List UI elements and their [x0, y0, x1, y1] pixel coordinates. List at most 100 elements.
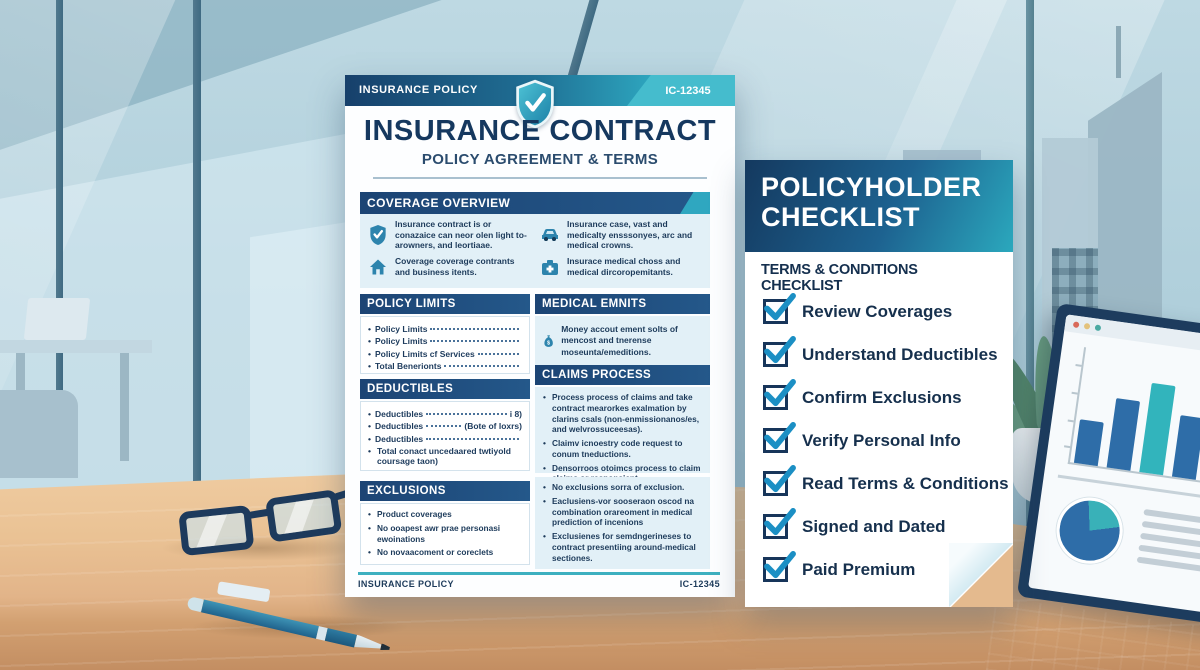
coverage-item: Insurance contract is or conazaice can n…: [368, 219, 530, 251]
reading-glasses: [174, 475, 396, 560]
document-title: INSURANCE CONTRACT: [363, 115, 717, 147]
money-bag-icon: $: [544, 335, 553, 347]
background-laptop: [23, 298, 91, 340]
checkbox[interactable]: [763, 551, 796, 582]
medical-emnits-body: $ Money accout ement solts of mencost an…: [535, 316, 710, 366]
axis-tick: [1067, 419, 1074, 423]
chart-bar: [1171, 415, 1200, 480]
checklist-item: Verify Personal Info: [763, 419, 1003, 462]
office-chair: [0, 390, 78, 478]
checkbox[interactable]: [763, 422, 796, 453]
pen-point: [380, 643, 390, 652]
pen-body: [201, 599, 320, 639]
list-item: Process process of claims and take contr…: [543, 392, 702, 435]
section-header-medical-emnits: MEDICAL EMNITS: [535, 294, 710, 314]
checklist-items: Review Coverages Understand Deductibles …: [763, 290, 1009, 591]
checklist-item: Signed and Dated: [763, 505, 1003, 548]
list-item: Policy Limits cf Services: [368, 349, 522, 359]
list-item: Policy Limits: [368, 336, 522, 346]
checkmark-icon: [764, 551, 796, 579]
checklist-title: POLICYHOLDER CHECKLIST: [745, 160, 1013, 252]
table-leg: [120, 353, 129, 461]
checklist-item: Read Terms & Conditions: [763, 462, 1009, 505]
list-item: Exclusienes for semdngerineses to contra…: [543, 531, 702, 563]
list-item: No exclusions sorra of exclusion.: [543, 482, 702, 493]
checkmark-icon: [764, 379, 796, 407]
window-frame: [56, 0, 63, 478]
checkmark-icon: [764, 465, 796, 493]
coverage-overview-body: Insurance contract is or conazaice can n…: [360, 214, 710, 288]
chart-bar: [1073, 419, 1104, 467]
list-item: Product coverages: [368, 509, 522, 520]
text-line: [1136, 556, 1200, 578]
coverage-item-text: Insurance contract is or conazaice can n…: [395, 219, 527, 251]
first-aid-kit-icon: [542, 260, 558, 275]
list-item: No novaacoment or coreclets: [368, 547, 522, 558]
checklist-item-label: Paid Premium: [802, 559, 916, 579]
checklist-item: Paid Premium: [763, 548, 1003, 591]
document-header-label: INSURANCE POLICY: [359, 84, 478, 96]
list-item: No ooapest awr prae personasi ewoination…: [368, 523, 522, 545]
checkbox[interactable]: [763, 293, 796, 324]
tower-antenna: [1116, 26, 1121, 78]
checkbox[interactable]: [763, 508, 796, 539]
checkmark-icon: [764, 422, 796, 450]
checklist-item-label: Signed and Dated: [802, 516, 946, 536]
axis-tick: [1063, 445, 1071, 449]
checklist-item-label: Verify Personal Info: [802, 430, 961, 450]
pen-tip: [354, 634, 382, 653]
list-item: Deductibles(Bote of loxrs): [368, 421, 522, 431]
axis-tick: [1075, 364, 1082, 367]
checklist-item: Confirm Exclusions: [763, 376, 1003, 419]
coverage-item-text: Insurace medical choss and medical dirco…: [567, 256, 681, 277]
exclusions-body: Product coverages No ooapest awr prae pe…: [360, 503, 530, 565]
policyholder-checklist-panel: POLICYHOLDER CHECKLIST TERMS & CONDITION…: [745, 160, 1013, 607]
maximize-dot-icon: [1094, 323, 1102, 331]
svg-text:$: $: [547, 340, 550, 346]
checklist-item-label: Read Terms & Conditions: [802, 473, 1009, 493]
insurance-contract-document: INSURANCE POLICY IC-12345 INSURANCE CONT…: [345, 75, 735, 597]
list-item: Policy Limits: [368, 324, 522, 334]
list-item: Eaclusiens-vor sooseraon oscod na combin…: [543, 496, 702, 528]
exclusion-notes-body: No exclusions sorra of exclusion. Eaclus…: [535, 477, 710, 569]
list-item: Claimv icnoestry code request to conum t…: [543, 438, 702, 460]
background-table: [0, 340, 152, 353]
checkbox[interactable]: [763, 379, 796, 410]
footer-label: INSURANCE POLICY: [358, 579, 454, 589]
shield-check-badge-icon: [516, 79, 554, 129]
window-frame: [1026, 0, 1034, 556]
section-header-exclusions: EXCLUSIONS: [360, 481, 530, 501]
policy-id-badge: IC-12345: [627, 75, 735, 106]
document-subtitle: POLICY AGREEMENT & TERMS: [421, 151, 659, 168]
checkbox[interactable]: [763, 465, 796, 496]
checklist-subtitle: TERMS & CONDITIONS CHECKLIST: [761, 262, 918, 294]
bar-chart-icon: [1063, 347, 1200, 491]
chart-bar: [1106, 398, 1141, 471]
medical-emnits-text: Money accout ement solts of mencost and …: [561, 324, 678, 357]
checkbox[interactable]: [763, 336, 796, 367]
checklist-item-label: Understand Deductibles: [802, 344, 998, 364]
laptop-display: [1028, 314, 1200, 620]
window-frame: [193, 0, 201, 482]
axis-tick: [1071, 391, 1078, 395]
checklist-item: Review Coverages: [763, 290, 1003, 333]
coverage-item: Coverage coverage contrants and business…: [368, 251, 530, 283]
footer-rule: [358, 572, 720, 575]
divider: [373, 177, 707, 179]
checkmark-icon: [764, 508, 796, 536]
section-header-deductibles: DEDUCTIBLES: [360, 379, 530, 399]
glasses-lens: [264, 489, 343, 543]
document-footer: INSURANCE POLICY IC-12345: [358, 579, 720, 589]
list-item: Deductibles: [368, 434, 522, 444]
minimize-dot-icon: [1083, 322, 1091, 330]
checklist-item-label: Confirm Exclusions: [802, 387, 962, 407]
house-icon: [370, 259, 386, 275]
coverage-item-text: Coverage coverage contrants and business…: [395, 256, 515, 277]
section-header-claims-process: CLAIMS PROCESS: [535, 365, 710, 385]
section-header-coverage-overview: COVERAGE OVERVIEW: [360, 192, 710, 214]
policy-limits-body: Policy Limits Policy Limits Policy Limit…: [360, 316, 530, 374]
car-icon: [542, 229, 558, 241]
